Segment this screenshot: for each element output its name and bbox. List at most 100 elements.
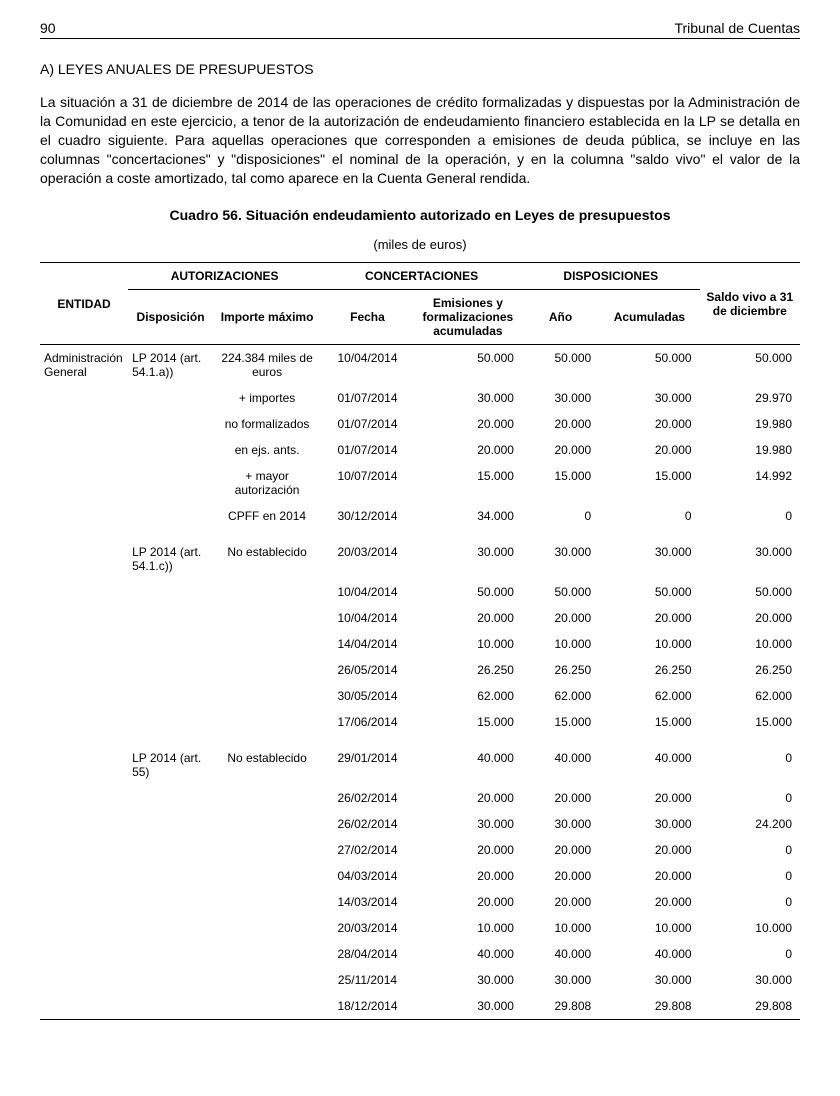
table-row: 10/04/201450.00050.00050.00050.000: [40, 579, 800, 605]
table-row: + importes01/07/201430.00030.00030.00029…: [40, 385, 800, 411]
cell-acumuladas: 30.000: [599, 529, 699, 579]
table-row: LP 2014 (art. 54.1.c))No establecido20/0…: [40, 529, 800, 579]
table-row: 17/06/201415.00015.00015.00015.000: [40, 709, 800, 735]
cell-entidad: [40, 529, 128, 579]
cell-ano: 40.000: [522, 941, 599, 967]
cell-disposicion: [128, 385, 213, 411]
cell-ano: 15.000: [522, 709, 599, 735]
cell-entidad: [40, 941, 128, 967]
cell-acumuladas: 62.000: [599, 683, 699, 709]
cell-saldo: 50.000: [700, 579, 800, 605]
table-row: en ejs. ants.01/07/201420.00020.00020.00…: [40, 437, 800, 463]
cell-entidad: [40, 863, 128, 889]
cell-emisiones: 10.000: [414, 915, 522, 941]
table-row: 20/03/201410.00010.00010.00010.000: [40, 915, 800, 941]
cell-importe: [213, 579, 321, 605]
body-paragraph: La situación a 31 de diciembre de 2014 d…: [40, 93, 800, 187]
cell-fecha: 25/11/2014: [321, 967, 414, 993]
cell-saldo: 30.000: [700, 967, 800, 993]
cell-entidad: [40, 437, 128, 463]
table-row: 27/02/201420.00020.00020.0000: [40, 837, 800, 863]
table-group-row: ENTIDAD AUTORIZACIONES CONCERTACIONES DI…: [40, 263, 800, 290]
cell-fecha: 14/04/2014: [321, 631, 414, 657]
cell-saldo: 29.808: [700, 993, 800, 1020]
cell-fecha: 26/02/2014: [321, 785, 414, 811]
cell-entidad: [40, 967, 128, 993]
cell-disposicion: [128, 631, 213, 657]
cell-importe: [213, 915, 321, 941]
cell-fecha: 14/03/2014: [321, 889, 414, 915]
doc-title: Tribunal de Cuentas: [674, 20, 800, 36]
cell-fecha: 27/02/2014: [321, 837, 414, 863]
table-row: 14/04/201410.00010.00010.00010.000: [40, 631, 800, 657]
cell-ano: 20.000: [522, 837, 599, 863]
cell-acumuladas: 20.000: [599, 863, 699, 889]
cell-importe: No establecido: [213, 735, 321, 785]
table-row: LP 2014 (art. 55)No establecido29/01/201…: [40, 735, 800, 785]
cell-acumuladas: 0: [599, 503, 699, 529]
cell-fecha: 10/04/2014: [321, 579, 414, 605]
table-row: 10/04/201420.00020.00020.00020.000: [40, 605, 800, 631]
cell-entidad: [40, 579, 128, 605]
cell-importe: + importes: [213, 385, 321, 411]
page-number: 90: [40, 20, 56, 36]
cell-entidad: [40, 605, 128, 631]
cell-ano: 30.000: [522, 529, 599, 579]
cell-emisiones: 30.000: [414, 529, 522, 579]
cell-emisiones: 10.000: [414, 631, 522, 657]
cell-disposicion: [128, 837, 213, 863]
th-concertaciones: CONCERTACIONES: [321, 263, 522, 290]
cell-saldo: 29.970: [700, 385, 800, 411]
cell-ano: 50.000: [522, 345, 599, 386]
cell-acumuladas: 15.000: [599, 463, 699, 503]
cell-emisiones: 40.000: [414, 735, 522, 785]
cell-emisiones: 50.000: [414, 345, 522, 386]
cell-disposicion: [128, 863, 213, 889]
cell-acumuladas: 40.000: [599, 735, 699, 785]
table-row: + mayor autorización10/07/201415.00015.0…: [40, 463, 800, 503]
cell-ano: 29.808: [522, 993, 599, 1020]
cell-acumuladas: 30.000: [599, 967, 699, 993]
cell-importe: 224.384 miles de euros: [213, 345, 321, 386]
cell-fecha: 30/12/2014: [321, 503, 414, 529]
cell-ano: 26.250: [522, 657, 599, 683]
cell-disposicion: [128, 605, 213, 631]
cell-ano: 50.000: [522, 579, 599, 605]
th-importe-max: Importe máximo: [213, 290, 321, 345]
table-subtitle: (miles de euros): [40, 237, 800, 252]
cell-ano: 20.000: [522, 889, 599, 915]
cell-fecha: 01/07/2014: [321, 411, 414, 437]
cell-entidad: [40, 993, 128, 1020]
cell-ano: 20.000: [522, 863, 599, 889]
cell-ano: 62.000: [522, 683, 599, 709]
cell-importe: No establecido: [213, 529, 321, 579]
cell-entidad: [40, 837, 128, 863]
cell-importe: [213, 837, 321, 863]
cell-saldo: 20.000: [700, 605, 800, 631]
th-disposiciones: DISPOSICIONES: [522, 263, 700, 290]
cell-importe: [213, 683, 321, 709]
cell-fecha: 28/04/2014: [321, 941, 414, 967]
cell-entidad: [40, 411, 128, 437]
cell-entidad: [40, 503, 128, 529]
cell-acumuladas: 40.000: [599, 941, 699, 967]
cell-disposicion: [128, 993, 213, 1020]
cell-entidad: [40, 735, 128, 785]
cell-ano: 20.000: [522, 605, 599, 631]
cell-fecha: 17/06/2014: [321, 709, 414, 735]
cell-disposicion: [128, 683, 213, 709]
cell-fecha: 01/07/2014: [321, 385, 414, 411]
cell-disposicion: LP 2014 (art. 54.1.c)): [128, 529, 213, 579]
cell-importe: no formalizados: [213, 411, 321, 437]
cell-disposicion: [128, 709, 213, 735]
cell-entidad: Administración General: [40, 345, 128, 386]
cell-importe: [213, 605, 321, 631]
th-autorizaciones: AUTORIZACIONES: [128, 263, 321, 290]
cell-ano: 10.000: [522, 915, 599, 941]
cell-saldo: 0: [700, 503, 800, 529]
cell-importe: [213, 993, 321, 1020]
table-head: ENTIDAD AUTORIZACIONES CONCERTACIONES DI…: [40, 263, 800, 345]
cell-acumuladas: 20.000: [599, 785, 699, 811]
cell-importe: + mayor autorización: [213, 463, 321, 503]
cell-importe: [213, 967, 321, 993]
